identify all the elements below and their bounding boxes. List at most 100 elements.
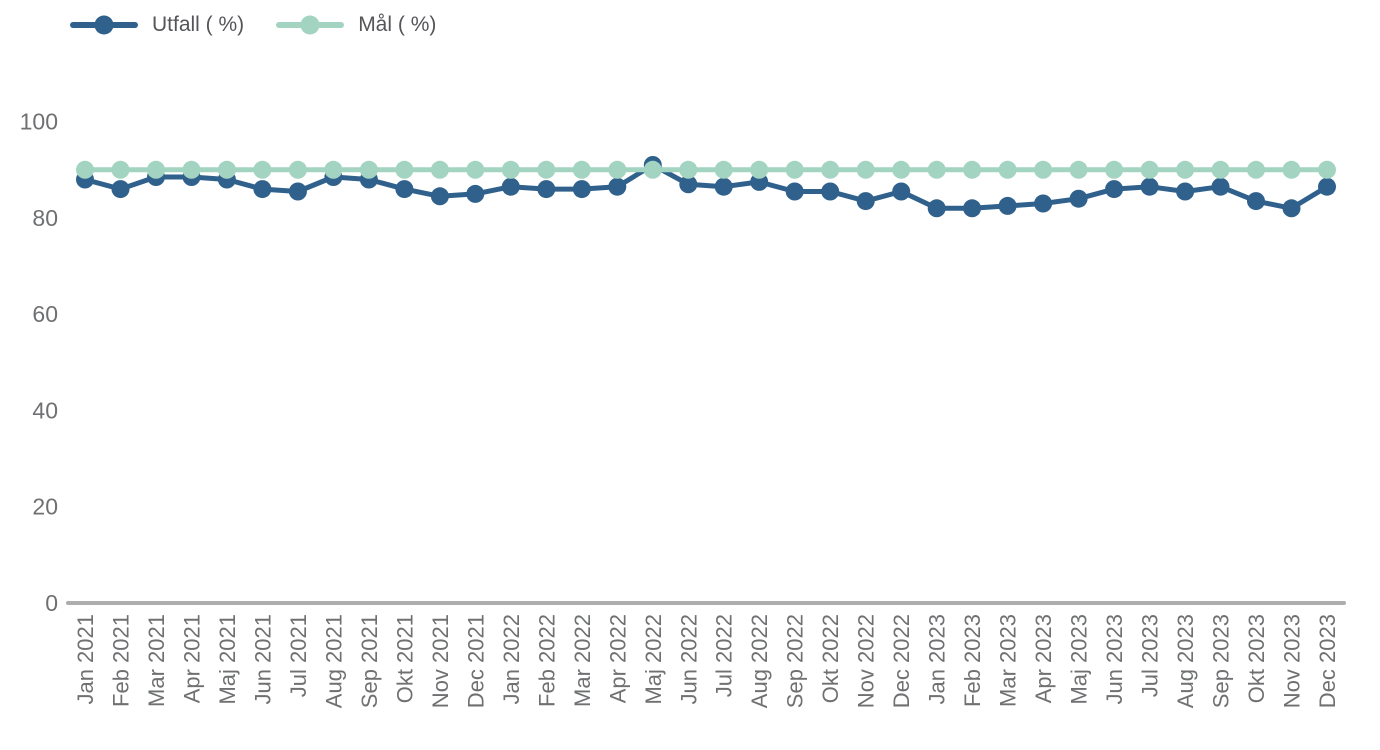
series-utfall-point[interactable] xyxy=(998,196,1017,215)
x-tick-label: Mar 2023 xyxy=(996,614,1021,707)
x-tick-label: Nov 2023 xyxy=(1280,614,1305,708)
series-utfall-point[interactable] xyxy=(1105,180,1124,199)
series-mal-point[interactable] xyxy=(1176,160,1195,179)
series-utfall-point[interactable] xyxy=(892,182,911,201)
x-tick-label: Sep 2022 xyxy=(783,614,808,708)
x-tick-label: Okt 2022 xyxy=(818,614,843,703)
series-utfall-point[interactable] xyxy=(288,182,307,201)
series-mal-point[interactable] xyxy=(537,160,556,179)
series-utfall-point[interactable] xyxy=(1176,182,1195,201)
series-utfall-point[interactable] xyxy=(679,175,698,194)
x-tick-label: Jan 2021 xyxy=(73,614,98,705)
series-mal-point[interactable] xyxy=(608,160,627,179)
series-utfall-point[interactable] xyxy=(253,180,272,199)
series-mal-point[interactable] xyxy=(927,160,946,179)
series-mal-point[interactable] xyxy=(892,160,911,179)
y-tick-label: 80 xyxy=(32,205,58,231)
series-mal-point[interactable] xyxy=(1034,160,1053,179)
series-utfall-point[interactable] xyxy=(501,177,520,196)
series-utfall-point[interactable] xyxy=(1069,189,1088,208)
legend-item-mal[interactable]: Mål ( %) xyxy=(276,13,436,37)
x-tick-label: Jul 2021 xyxy=(286,614,311,697)
series-mal-point[interactable] xyxy=(785,160,804,179)
series-utfall-point[interactable] xyxy=(466,184,485,203)
series-mal-point[interactable] xyxy=(679,160,698,179)
series-mal-point[interactable] xyxy=(76,160,94,179)
x-tick-label: Jun 2022 xyxy=(676,614,701,705)
series-utfall-point[interactable] xyxy=(1282,199,1301,218)
series-mal-point[interactable] xyxy=(395,160,414,179)
mal-marker-dot xyxy=(300,15,320,35)
series-utfall-point[interactable] xyxy=(395,180,414,199)
legend-item-utfall[interactable]: Utfall ( %) xyxy=(70,13,244,37)
series-utfall-point[interactable] xyxy=(714,177,733,196)
series-mal-point[interactable] xyxy=(501,160,520,179)
series-mal-point[interactable] xyxy=(1282,160,1301,179)
series-mal-point[interactable] xyxy=(963,160,982,179)
series-mal-point[interactable] xyxy=(1105,160,1124,179)
series-mal-point[interactable] xyxy=(1211,160,1230,179)
series-mal-point[interactable] xyxy=(111,160,130,179)
series-mal-point[interactable] xyxy=(856,160,875,179)
series-utfall-point[interactable] xyxy=(1318,177,1336,196)
series-utfall-point[interactable] xyxy=(1140,177,1159,196)
series-mal-point[interactable] xyxy=(217,160,236,179)
x-tick-label: Sep 2023 xyxy=(1209,614,1234,708)
series-mal-point[interactable] xyxy=(182,160,201,179)
series-mal-point[interactable] xyxy=(714,160,733,179)
series-utfall-point[interactable] xyxy=(856,192,875,211)
y-tick-label: 0 xyxy=(45,590,58,616)
series-mal-point[interactable] xyxy=(750,160,769,179)
x-tick-label: Jul 2023 xyxy=(1138,614,1163,697)
series-utfall-point[interactable] xyxy=(537,180,556,199)
series-mal-point[interactable] xyxy=(643,160,662,179)
x-tick-label: Apr 2021 xyxy=(180,614,205,703)
series-utfall-point[interactable] xyxy=(785,182,804,201)
x-tick-label: Nov 2021 xyxy=(428,614,453,708)
x-tick-label: Nov 2022 xyxy=(854,614,879,708)
series-mal-point[interactable] xyxy=(1318,160,1336,179)
x-tick-label: Dec 2021 xyxy=(463,614,488,708)
series-utfall-point[interactable] xyxy=(1034,194,1053,213)
series-mal-point[interactable] xyxy=(359,160,378,179)
x-tick-label: Feb 2021 xyxy=(109,614,134,707)
y-tick-label: 100 xyxy=(20,109,58,135)
series-mal-point[interactable] xyxy=(253,160,272,179)
x-tick-label: Jun 2021 xyxy=(250,614,275,705)
series-mal-point[interactable] xyxy=(324,160,343,179)
x-tick-label: Maj 2022 xyxy=(641,614,666,705)
x-tick-label: Feb 2023 xyxy=(960,614,985,707)
x-tick-label: Maj 2023 xyxy=(1067,614,1092,705)
series-utfall-point[interactable] xyxy=(572,180,591,199)
x-tick-label: Jul 2022 xyxy=(712,614,737,697)
series-utfall-point[interactable] xyxy=(1211,177,1230,196)
utfall-marker-dot xyxy=(94,15,114,35)
series-mal-point[interactable] xyxy=(998,160,1017,179)
legend-label-mal: Mål ( %) xyxy=(358,13,437,36)
series-utfall-point[interactable] xyxy=(963,199,982,218)
x-tick-label: Aug 2022 xyxy=(747,614,772,708)
series-mal-point[interactable] xyxy=(821,160,840,179)
series-mal-point[interactable] xyxy=(147,160,165,179)
series-mal-point[interactable] xyxy=(430,160,449,179)
series-utfall-point[interactable] xyxy=(111,180,130,199)
x-tick-label: Apr 2022 xyxy=(605,614,630,703)
series-utfall-point[interactable] xyxy=(821,182,840,201)
x-tick-label: Jan 2022 xyxy=(499,614,524,705)
series-utfall-point[interactable] xyxy=(1247,192,1265,211)
series-utfall-point[interactable] xyxy=(608,177,627,196)
series-utfall-point[interactable] xyxy=(927,199,946,218)
x-tick-label: Feb 2022 xyxy=(534,614,559,707)
x-tick-label: Jan 2023 xyxy=(925,614,950,705)
series-mal-point[interactable] xyxy=(466,160,485,179)
series-mal-point[interactable] xyxy=(1247,160,1265,179)
series-mal-point[interactable] xyxy=(572,160,591,179)
x-tick-label: Aug 2023 xyxy=(1173,614,1198,708)
legend-label-utfall: Utfall ( %) xyxy=(152,13,245,36)
series-utfall-point[interactable] xyxy=(430,187,449,206)
y-tick-label: 20 xyxy=(32,494,58,520)
series-mal-point[interactable] xyxy=(288,160,307,179)
series-mal-point[interactable] xyxy=(1069,160,1088,179)
series-mal-point[interactable] xyxy=(1140,160,1159,179)
